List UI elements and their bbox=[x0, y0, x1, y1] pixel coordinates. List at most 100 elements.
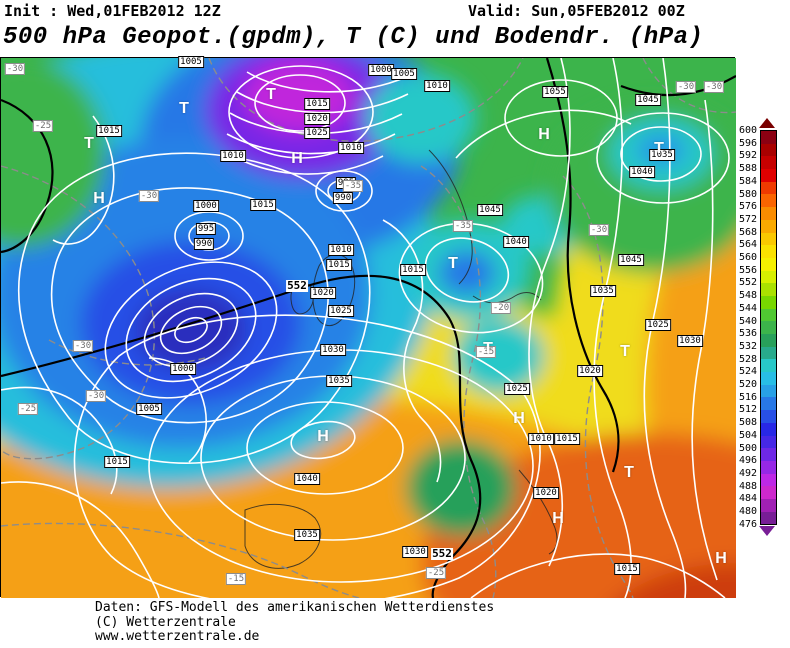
colorbar-tick: 524 bbox=[738, 366, 757, 378]
pressure-center-letter: T bbox=[483, 340, 493, 357]
pressure-label: 1035 bbox=[294, 529, 320, 541]
colorbar-segment bbox=[761, 295, 776, 309]
colorbar-tick: 528 bbox=[738, 353, 757, 365]
colorbar-tick: 504 bbox=[738, 429, 757, 441]
isobar-lines bbox=[1, 58, 730, 598]
pressure-label: 1020 bbox=[310, 287, 336, 299]
pressure-label: 1030 bbox=[320, 344, 346, 356]
temperature-label: -30 bbox=[703, 81, 725, 93]
pressure-label: 1045 bbox=[635, 94, 661, 106]
colorbar-segment bbox=[761, 156, 776, 170]
pressure-label: 1005 bbox=[391, 68, 417, 80]
pressure-label: 1010 bbox=[424, 80, 450, 92]
pressure-label: 1025 bbox=[504, 383, 530, 395]
colorbar-tick: 600 bbox=[738, 125, 757, 136]
colorbar-segment bbox=[761, 169, 776, 182]
colorbar-tick: 556 bbox=[738, 264, 757, 276]
temperature-label: -20 bbox=[490, 302, 512, 314]
temperature-label: -30 bbox=[4, 63, 26, 75]
colorbar-tick: 536 bbox=[738, 328, 757, 340]
footer-line-url: www.wetterzentrale.de bbox=[95, 629, 260, 644]
colorbar-tick: 500 bbox=[738, 442, 757, 454]
colorbar-segment bbox=[761, 232, 776, 246]
colorbar-segment bbox=[761, 397, 776, 411]
colorbar-segment bbox=[761, 511, 776, 525]
temperature-label: -25 bbox=[425, 567, 447, 579]
footer-line-source: Daten: GFS-Modell des amerikanischen Wet… bbox=[95, 600, 495, 615]
colorbar: 600 596 592 588 584 580 576 572 568 564 560 556 552 5… bbox=[735, 118, 785, 536]
colorbar-tick: 544 bbox=[738, 302, 757, 314]
pressure-label: 1025 bbox=[304, 127, 330, 139]
pressure-label: 1015 bbox=[326, 259, 352, 271]
pressure-label: 1055 bbox=[542, 86, 568, 98]
colorbar-segment bbox=[761, 435, 776, 449]
colorbar-tick: 580 bbox=[738, 188, 757, 200]
colorbar-tick: 480 bbox=[738, 506, 757, 517]
pressure-label: 1020 bbox=[577, 365, 603, 377]
colorbar-segment bbox=[761, 321, 776, 334]
map-labels: 1005 1000 1005 1010 1055 1045 1015 1020 1025 1015… bbox=[1, 56, 736, 598]
pressure-label: 1020 bbox=[304, 113, 330, 125]
temperature-label: -35 bbox=[475, 346, 497, 358]
colorbar-segment bbox=[761, 131, 776, 144]
pressure-label: 1000 bbox=[193, 200, 219, 212]
pressure-label: 1040 bbox=[629, 166, 655, 178]
colorbar-segment bbox=[761, 372, 776, 385]
pressure-label: 1010 bbox=[220, 150, 246, 162]
colorbar-segment bbox=[761, 143, 776, 157]
colorbar-body: 600 596 592 588 584 580 576 572 568 564 560 556 552 5… bbox=[735, 125, 785, 530]
colorbar-segment bbox=[761, 346, 776, 360]
colorbar-arrow-down-icon bbox=[759, 526, 775, 536]
pressure-center-letter: T bbox=[84, 135, 94, 152]
colorbar-arrow-up-icon bbox=[759, 118, 775, 128]
temperature-label: -30 bbox=[72, 340, 94, 352]
colorbar-segment bbox=[761, 384, 776, 398]
colorbar-segment bbox=[761, 473, 776, 487]
pressure-label: 1040 bbox=[294, 473, 320, 485]
pressure-label: 1035 bbox=[326, 375, 352, 387]
colorbar-tick: 584 bbox=[738, 175, 757, 187]
colorbar-segment bbox=[761, 448, 776, 461]
footer-line-copyright: (C) Wetterzentrale bbox=[95, 614, 236, 630]
pressure-label: 1015 bbox=[614, 563, 640, 575]
geopotential-552-label: 552 bbox=[431, 547, 453, 560]
init-time-label: Init : Wed,01FEB2012 12Z bbox=[4, 2, 221, 20]
colorbar-segment bbox=[761, 207, 776, 220]
pressure-label: 1015 bbox=[96, 125, 122, 137]
valid-time-label: Valid: Sun,05FEB2012 00Z bbox=[468, 2, 685, 20]
colorbar-tick: 592 bbox=[738, 150, 757, 162]
pressure-label: 1010 bbox=[528, 433, 554, 445]
footer-credits: Daten: GFS-Modell des amerikanischen Wet… bbox=[95, 600, 495, 645]
pressure-center-letter: T bbox=[266, 86, 276, 103]
temperature-label: -35 bbox=[342, 180, 364, 192]
colorbar-segment bbox=[761, 257, 776, 271]
colorbar-segments bbox=[760, 130, 777, 526]
temperature-label: -25 bbox=[32, 120, 54, 132]
pressure-center-letter: H bbox=[513, 410, 525, 427]
pressure-center-letter: H bbox=[93, 190, 105, 207]
colorbar-tick: 576 bbox=[738, 201, 757, 213]
colorbar-segment bbox=[761, 422, 776, 436]
colorbar-segment bbox=[761, 194, 776, 208]
pressure-label: 1040 bbox=[503, 236, 529, 248]
pressure-label: 1015 bbox=[554, 433, 580, 445]
pressure-center-letter: H bbox=[538, 126, 550, 143]
pressure-label: 1025 bbox=[645, 319, 671, 331]
pressure-center-letter: H bbox=[317, 428, 329, 445]
pressure-label: 1035 bbox=[590, 285, 616, 297]
colorbar-tick: 488 bbox=[738, 480, 757, 492]
colorbar-labels: 600 596 592 588 584 580 576 572 568 564 560 556 552 5… bbox=[735, 125, 757, 530]
pressure-label: 1035 bbox=[649, 149, 675, 161]
colorbar-tick: 516 bbox=[738, 391, 757, 403]
pressure-label: 1015 bbox=[304, 98, 330, 110]
colorbar-tick: 572 bbox=[738, 213, 757, 225]
colorbar-segment bbox=[761, 410, 776, 423]
pressure-label: 1020 bbox=[533, 487, 559, 499]
pressure-label: 1005 bbox=[136, 403, 162, 415]
pressure-center-letter: T bbox=[448, 255, 458, 272]
colorbar-tick: 540 bbox=[738, 315, 757, 327]
page-title: 500 hPa Geopot.(gpdm), T (C) und Bodendr… bbox=[3, 24, 704, 51]
colorbar-tick: 560 bbox=[738, 252, 757, 263]
pressure-label: 1005 bbox=[178, 56, 204, 68]
